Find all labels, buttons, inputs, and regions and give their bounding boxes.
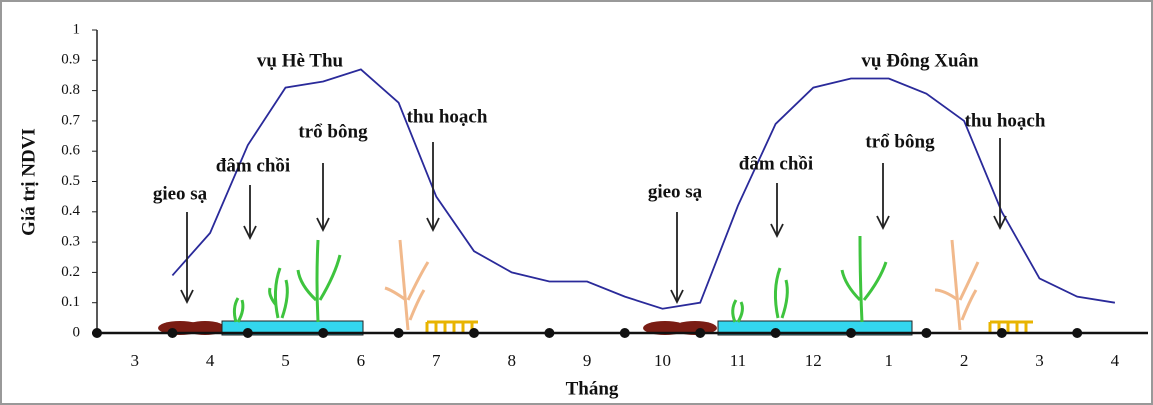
annotation: thu hoạch — [407, 106, 488, 127]
y-tick-label: 0.5 — [61, 173, 80, 189]
x-tick-label: 3 — [1035, 351, 1044, 370]
y-tick-label: 0.3 — [61, 234, 80, 250]
y-tick-label: 0.2 — [61, 264, 80, 280]
annotation: trổ bông — [298, 121, 368, 142]
x-tick-label: 8 — [507, 351, 516, 370]
x-tick-label: 9 — [583, 351, 592, 370]
x-tick-label: 3 — [130, 351, 139, 370]
x-tick-label: 4 — [1111, 351, 1120, 370]
x-tick-dot — [695, 328, 705, 338]
annotation: vụ Hè Thu — [257, 50, 344, 71]
y-tick-label: 0 — [73, 324, 81, 340]
x-tick-dot — [243, 328, 253, 338]
x-axis-label: Tháng — [566, 378, 619, 399]
x-tick-label: 12 — [805, 351, 822, 370]
x-tick-dot — [92, 328, 102, 338]
annotation: gieo sạ — [153, 183, 208, 204]
x-tick-label: 4 — [206, 351, 215, 370]
x-tick-dot — [318, 328, 328, 338]
x-tick-dot — [167, 328, 177, 338]
annotation: vụ Đông Xuân — [861, 50, 979, 71]
x-tick-dot — [846, 328, 856, 338]
x-tick-dot — [620, 328, 630, 338]
annotation: đâm chồi — [216, 155, 290, 176]
y-tick-label: 0.1 — [61, 294, 80, 310]
x-tick-dot — [544, 328, 554, 338]
annotation: thu hoạch — [965, 110, 1046, 131]
x-tick-label: 2 — [960, 351, 969, 370]
x-tick-label: 10 — [654, 351, 671, 370]
annotation: gieo sạ — [648, 181, 703, 202]
y-tick-label: 0.8 — [61, 82, 80, 98]
x-tick-label: 6 — [357, 351, 366, 370]
x-tick-dot — [394, 328, 404, 338]
y-axis-label: Giá trị NDVI — [18, 128, 39, 236]
chart: Giá trị NDVI Tháng 0 0.1 0.2 0.3 0.4 0.5 0.6 0.… — [0, 0, 1153, 405]
x-tick-label: 5 — [281, 351, 290, 370]
x-tick-label: 7 — [432, 351, 441, 370]
x-tick-dot — [997, 328, 1007, 338]
x-tick-label: 11 — [730, 351, 746, 370]
annotation: trổ bông — [865, 131, 935, 152]
x-tick-dot — [771, 328, 781, 338]
x-tick-dot — [469, 328, 479, 338]
y-tick-label: 0.4 — [61, 203, 80, 219]
y-tick-label: 0.7 — [61, 112, 80, 128]
x-tick-label: 1 — [884, 351, 893, 370]
x-tick-dot — [921, 328, 931, 338]
annotation: đâm chồi — [739, 153, 813, 174]
x-tick-dot — [1072, 328, 1082, 338]
y-tick-label: 0.6 — [61, 143, 80, 159]
y-tick-label: 0.9 — [61, 52, 80, 68]
y-tick-label: 1 — [73, 21, 81, 37]
